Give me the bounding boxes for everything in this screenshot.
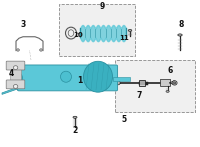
FancyBboxPatch shape [160,79,171,86]
Ellipse shape [17,74,22,82]
Ellipse shape [40,49,42,51]
Ellipse shape [84,61,112,92]
Ellipse shape [172,81,177,85]
Text: 6: 6 [167,66,173,75]
Ellipse shape [116,81,120,85]
Ellipse shape [178,34,182,36]
Ellipse shape [13,66,18,70]
Ellipse shape [166,91,169,92]
Text: 5: 5 [121,115,127,124]
FancyBboxPatch shape [113,77,130,81]
FancyBboxPatch shape [6,61,25,70]
Text: 7: 7 [136,91,142,100]
Text: 10: 10 [73,32,83,37]
FancyBboxPatch shape [59,4,135,56]
FancyBboxPatch shape [17,65,118,91]
Text: 3: 3 [20,20,26,30]
Text: 8: 8 [178,20,184,30]
FancyBboxPatch shape [6,80,25,89]
FancyBboxPatch shape [10,68,21,82]
Text: 4: 4 [8,69,14,78]
Ellipse shape [13,85,18,88]
Ellipse shape [60,71,72,82]
Text: 2: 2 [72,126,78,135]
Ellipse shape [17,49,19,51]
Text: 11: 11 [119,35,129,41]
Text: 9: 9 [99,2,105,11]
Ellipse shape [174,82,176,84]
Ellipse shape [73,116,77,118]
Ellipse shape [128,29,132,31]
Text: 1: 1 [77,76,83,85]
Polygon shape [2,87,19,94]
FancyBboxPatch shape [115,60,195,112]
FancyBboxPatch shape [139,80,145,86]
